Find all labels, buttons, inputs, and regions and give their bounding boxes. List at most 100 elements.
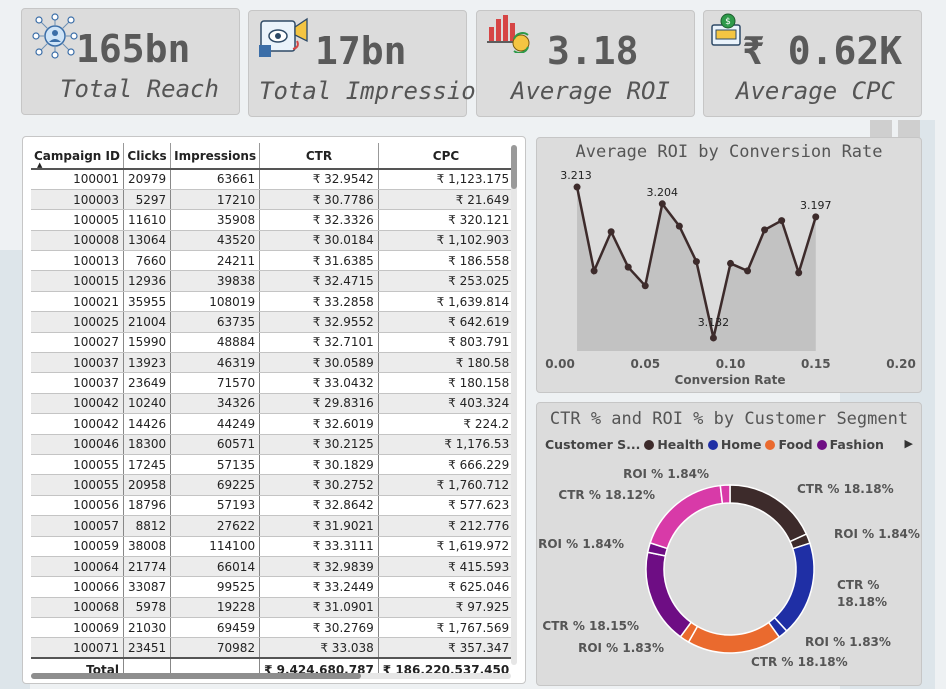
chart-title: CTR % and ROI % by Customer Segment xyxy=(549,409,909,429)
table-cell-impressions: 60571 xyxy=(170,434,261,455)
table-row[interactable]: 100059 38008 114100 ₹ 33.3111 ₹ 1,619.972 xyxy=(31,536,511,557)
table-cell-clicks: 23451 xyxy=(123,637,172,659)
table-cell-cpc: ₹ 21.649 xyxy=(378,189,511,211)
column-header-cpc[interactable]: CPC xyxy=(378,143,511,170)
table-cell-impressions: 46319 xyxy=(170,352,261,374)
roi-data-point xyxy=(727,259,734,267)
roi-data-point xyxy=(607,228,615,236)
table-row[interactable]: 100021 35955 108019 ₹ 33.2858 ₹ 1,639.814 xyxy=(31,291,511,313)
table-cell-impressions: 24211 xyxy=(170,250,261,272)
table-row[interactable]: 100069 21030 69459 ₹ 30.2769 ₹ 1,767.569 xyxy=(31,617,511,639)
x-tick-label: 0.10 xyxy=(716,357,746,371)
table-row[interactable]: 100005 11610 35908 ₹ 32.3326 ₹ 320.121 xyxy=(31,209,511,231)
table-row[interactable]: 100025 21004 63735 ₹ 32.9552 ₹ 642.619 xyxy=(31,311,511,333)
donut-data-label: ROI % 1.83% xyxy=(805,635,891,649)
table-cell-impressions: 39838 xyxy=(170,270,261,292)
donut-data-label: ROI % 1.84% xyxy=(834,527,920,541)
network-people-icon xyxy=(32,13,78,59)
table-row[interactable]: 100064 21774 66014 ₹ 32.9839 ₹ 415.593 xyxy=(31,556,511,578)
donut-slice xyxy=(773,542,815,633)
vertical-scrollbar[interactable] xyxy=(511,145,517,665)
table-row[interactable]: 100068 5978 19228 ₹ 31.0901 ₹ 97.925 xyxy=(31,597,511,619)
table-cell-ctr: ₹ 32.9552 xyxy=(259,311,379,333)
donut-data-label: CTR % 18.18% xyxy=(751,655,848,669)
table-cell-cpc: ₹ 577.623 xyxy=(378,495,511,517)
legend-swatch xyxy=(765,439,776,450)
roi-data-point xyxy=(795,269,803,277)
vertical-scroll-thumb[interactable] xyxy=(511,145,517,189)
table-cell-ctr: ₹ 33.3111 xyxy=(259,536,379,557)
table-row[interactable]: 100015 12936 39838 ₹ 32.4715 ₹ 253.025 xyxy=(31,270,511,292)
table-cell-clicks: 8812 xyxy=(123,515,172,537)
table-row[interactable]: 100013 7660 24211 ₹ 31.6385 ₹ 186.558 xyxy=(31,250,511,272)
table-cell-campaign-id: 100071 xyxy=(31,637,124,659)
table-cell-campaign-id: 100013 xyxy=(31,250,124,272)
table-row[interactable]: 100037 13923 46319 ₹ 30.0589 ₹ 180.58 xyxy=(31,352,511,374)
roi-data-label: 3.204 xyxy=(647,186,679,199)
table-row[interactable]: 100066 33087 99525 ₹ 33.2449 ₹ 625.046 xyxy=(31,576,511,598)
table-cell-campaign-id: 100037 xyxy=(31,372,124,394)
campaign-table-viewport[interactable]: Campaign ID ▲ Clicks Impressions CTR CPC… xyxy=(31,143,511,673)
horizontal-scroll-thumb[interactable] xyxy=(31,673,361,679)
legend-swatch xyxy=(707,439,718,450)
column-header-impressions[interactable]: Impressions xyxy=(170,143,261,170)
legend-item[interactable]: Health xyxy=(640,437,704,452)
kpi-value: ₹ 0.62K xyxy=(742,29,903,73)
table-cell-cpc: ₹ 1,639.814 xyxy=(378,291,511,313)
table-cell-cpc: ₹ 403.324 xyxy=(378,393,511,415)
legend-title: Customer S... xyxy=(545,437,641,452)
table-total-label: Total xyxy=(31,657,124,673)
table-cell-impressions: 99525 xyxy=(170,576,261,598)
table-row[interactable]: 100046 18300 60571 ₹ 30.2125 ₹ 1,176.53 xyxy=(31,434,511,455)
roi-data-label: 3.197 xyxy=(800,199,832,212)
table-cell-campaign-id: 100027 xyxy=(31,332,124,354)
legend-item[interactable]: Home xyxy=(704,437,761,452)
table-cell-campaign-id: 100055 xyxy=(31,474,124,496)
column-header-campaign-id[interactable]: Campaign ID ▲ xyxy=(31,143,124,170)
table-cell-cpc: ₹ 212.776 xyxy=(378,515,511,537)
column-header-ctr[interactable]: CTR xyxy=(259,143,379,170)
legend-label: Health xyxy=(657,437,704,452)
donut-data-label: CTR % 18.18% xyxy=(797,482,894,496)
column-header-clicks[interactable]: Clicks xyxy=(123,143,172,170)
table-row[interactable]: 100042 14426 44249 ₹ 32.6019 ₹ 224.2 xyxy=(31,413,511,435)
table-row[interactable]: 100001 20979 63661 ₹ 32.9542 ₹ 1,123.175 xyxy=(31,169,511,190)
table-row[interactable]: 100042 10240 34326 ₹ 29.8316 ₹ 403.324 xyxy=(31,393,511,415)
table-row[interactable]: 100055 20958 69225 ₹ 30.2752 ₹ 1,760.712 xyxy=(31,474,511,496)
roi-data-point xyxy=(624,263,632,271)
chart-legend: Customer S... Health Home Food Fashion xyxy=(545,437,884,452)
table-row[interactable]: 100037 23649 71570 ₹ 33.0432 ₹ 180.158 xyxy=(31,372,511,394)
table-row[interactable]: 100057 8812 27622 ₹ 31.9021 ₹ 212.776 xyxy=(31,515,511,537)
table-cell-impressions: 114100 xyxy=(170,536,261,557)
table-cell-clicks: 10240 xyxy=(123,393,172,415)
table-cell-ctr: ₹ 30.0184 xyxy=(259,230,379,252)
table-cell-clicks: 14426 xyxy=(123,413,172,435)
table-cell-campaign-id: 100056 xyxy=(31,495,124,517)
table-cell-clicks: 23649 xyxy=(123,372,172,394)
kpi-label: Average CPC xyxy=(736,77,895,105)
table-row[interactable]: 100003 5297 17210 ₹ 30.7786 ₹ 21.649 xyxy=(31,189,511,211)
roi-line-chart: 3.213 3.204 3.132 3.197 0.00 0.05 0.10 0.15 0.20… xyxy=(545,169,916,387)
kpi-label: Average ROI xyxy=(511,77,670,105)
table-cell-campaign-id: 100069 xyxy=(31,617,124,639)
table-cell-campaign-id: 100008 xyxy=(31,230,124,252)
table-row[interactable]: 100056 18796 57193 ₹ 32.8642 ₹ 577.623 xyxy=(31,495,511,517)
donut-data-label: ROI % 1.84% xyxy=(538,537,624,551)
table-cell-cpc: ₹ 803.791 xyxy=(378,332,511,354)
table-row[interactable]: 100071 23451 70982 ₹ 33.038 ₹ 357.347 xyxy=(31,637,511,659)
table-row[interactable]: 100027 15990 48884 ₹ 32.7101 ₹ 803.791 xyxy=(31,332,511,354)
svg-text:$: $ xyxy=(725,17,731,27)
table-cell-ctr: ₹ 32.4715 xyxy=(259,270,379,292)
legend-item[interactable]: Food xyxy=(761,437,813,452)
legend-next-arrow-icon[interactable]: ▶ xyxy=(904,437,913,450)
table-row[interactable]: 100008 13064 43520 ₹ 30.0184 ₹ 1,102.903 xyxy=(31,230,511,252)
table-row[interactable]: 100055 17245 57135 ₹ 30.1829 ₹ 666.229 xyxy=(31,454,511,476)
horizontal-scrollbar[interactable] xyxy=(31,673,511,679)
roi-area-fill xyxy=(577,187,816,351)
table-cell-ctr: ₹ 30.2752 xyxy=(259,474,379,496)
table-cell-impressions: 57193 xyxy=(170,495,261,517)
marketing-megaphone-icon xyxy=(259,17,308,57)
table-cell-clicks: 18300 xyxy=(123,434,172,455)
chart-title: Average ROI by Conversion Rate xyxy=(575,142,883,162)
legend-item[interactable]: Fashion xyxy=(813,437,884,452)
